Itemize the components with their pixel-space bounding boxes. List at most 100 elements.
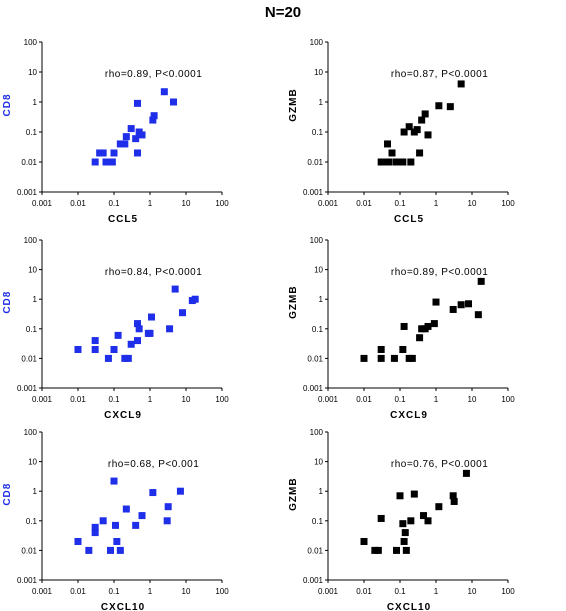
data-point <box>384 140 392 148</box>
x-tick-label: 100 <box>501 395 515 404</box>
data-point <box>132 135 140 143</box>
y-tick-label: 1 <box>33 98 38 107</box>
y-axis-label: GZMB <box>288 285 299 318</box>
y-axis-label: GZMB <box>288 88 299 121</box>
x-tick-label: 0.01 <box>356 395 372 404</box>
data-point <box>377 354 385 362</box>
data-point <box>146 329 154 337</box>
data-point <box>74 537 82 545</box>
data-point <box>474 311 482 319</box>
data-point <box>390 354 398 362</box>
data-point <box>430 320 438 328</box>
y-tick-label: 100 <box>24 38 38 47</box>
data-point <box>399 158 407 166</box>
x-tick-label: 1 <box>148 587 153 596</box>
y-tick-label: 0.01 <box>21 158 37 167</box>
data-point <box>150 112 158 120</box>
y-tick-label: 0.1 <box>312 128 324 137</box>
data-point <box>405 123 413 131</box>
x-tick-label: 0.01 <box>356 587 372 596</box>
data-point <box>457 301 465 309</box>
data-point <box>435 503 443 511</box>
data-point <box>91 523 99 531</box>
data-point <box>450 497 458 505</box>
data-point <box>134 320 142 328</box>
data-point <box>138 131 146 139</box>
data-point <box>449 492 457 500</box>
data-point <box>132 521 140 529</box>
x-tick-label: 100 <box>215 395 229 404</box>
data-point <box>134 149 142 157</box>
data-point <box>85 546 93 554</box>
x-tick-label: 10 <box>182 587 191 596</box>
x-tick-label: 100 <box>215 587 229 596</box>
data-point <box>104 354 112 362</box>
y-axis-label: CD8 <box>2 93 13 116</box>
data-point <box>413 126 421 134</box>
y-tick-label: 100 <box>24 428 38 437</box>
x-tick-label: 0.1 <box>394 199 406 208</box>
y-tick-label: 0.001 <box>17 576 38 585</box>
data-point <box>116 140 124 148</box>
data-point <box>462 469 470 477</box>
data-point <box>377 345 385 353</box>
data-point <box>401 529 409 537</box>
y-tick-label: 10 <box>28 458 37 467</box>
data-point <box>113 537 121 545</box>
x-tick-label: 1 <box>434 587 439 596</box>
y-tick-label: 0.1 <box>26 325 38 334</box>
x-tick-label: 0.1 <box>108 395 120 404</box>
data-point <box>407 517 415 525</box>
data-point <box>416 334 424 342</box>
y-tick-label: 0.01 <box>21 354 37 363</box>
data-point <box>400 537 408 545</box>
y-tick-label: 0.001 <box>303 384 324 393</box>
data-point <box>110 477 118 485</box>
data-point <box>449 305 457 313</box>
data-point <box>74 345 82 353</box>
x-tick-label: 100 <box>501 199 515 208</box>
chart-panel-2: 0.001 0.01 0.1 1 10 100 0.001 0.01 0.1 1 10 100 CCL5… <box>288 38 515 225</box>
x-axis-label: CXCL9 <box>390 410 428 421</box>
y-tick-label: 100 <box>24 236 38 245</box>
y-tick-label: 100 <box>310 236 324 245</box>
x-tick-label: 0.1 <box>394 587 406 596</box>
x-tick-label: 0.001 <box>318 199 339 208</box>
x-tick-label: 0.001 <box>32 395 53 404</box>
data-point <box>388 149 396 157</box>
data-point <box>179 309 187 317</box>
y-tick-label: 0.01 <box>21 546 37 555</box>
data-point <box>374 546 382 554</box>
data-point <box>163 517 171 525</box>
data-point <box>435 102 443 110</box>
y-tick-label: 1 <box>33 487 38 496</box>
x-tick-label: 0.001 <box>32 587 53 596</box>
data-point <box>149 116 157 124</box>
data-point <box>424 517 432 525</box>
data-point <box>124 354 132 362</box>
x-tick-label: 0.01 <box>70 395 86 404</box>
data-point <box>110 345 118 353</box>
data-point <box>399 345 407 353</box>
data-point <box>99 517 107 525</box>
x-tick-label: 1 <box>434 395 439 404</box>
data-point <box>91 529 99 537</box>
data-point <box>116 546 124 554</box>
data-point <box>424 322 432 330</box>
x-tick-label: 10 <box>468 395 477 404</box>
data-point <box>457 80 465 88</box>
x-tick-label: 0.001 <box>318 587 339 596</box>
data-point <box>377 158 385 166</box>
x-tick-label: 1 <box>434 199 439 208</box>
y-tick-label: 0.1 <box>26 128 38 137</box>
y-tick-label: 0.001 <box>303 188 324 197</box>
data-point <box>91 337 99 345</box>
chart-panel-4: 0.001 0.01 0.1 1 10 100 0.001 0.01 0.1 1 10 100 CXCL… <box>288 236 515 421</box>
data-point <box>138 512 146 520</box>
data-point <box>170 98 178 106</box>
data-point <box>149 489 157 497</box>
data-point <box>122 133 130 141</box>
x-tick-label: 0.1 <box>394 395 406 404</box>
x-tick-label: 0.001 <box>318 395 339 404</box>
data-point <box>176 487 184 495</box>
